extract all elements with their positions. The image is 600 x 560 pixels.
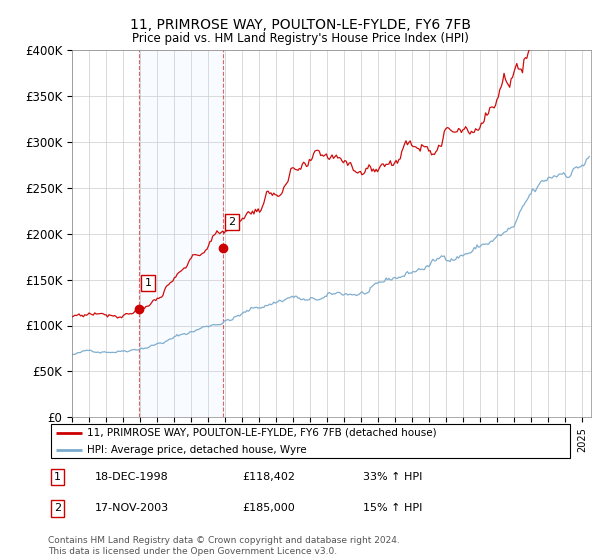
- Text: £118,402: £118,402: [242, 472, 295, 482]
- Text: 1: 1: [54, 472, 61, 482]
- Bar: [139, 50, 223, 417]
- Text: 2: 2: [228, 217, 235, 227]
- Text: Contains HM Land Registry data © Crown copyright and database right 2024.
This d: Contains HM Land Registry data © Crown c…: [48, 536, 400, 556]
- Text: 15% ↑ HPI: 15% ↑ HPI: [363, 503, 422, 514]
- Text: 17-NOV-2003: 17-NOV-2003: [95, 503, 169, 514]
- Text: £185,000: £185,000: [242, 503, 295, 514]
- Text: Price paid vs. HM Land Registry's House Price Index (HPI): Price paid vs. HM Land Registry's House …: [131, 32, 469, 45]
- Text: 11, PRIMROSE WAY, POULTON-LE-FYLDE, FY6 7FB: 11, PRIMROSE WAY, POULTON-LE-FYLDE, FY6 …: [130, 18, 470, 32]
- Text: HPI: Average price, detached house, Wyre: HPI: Average price, detached house, Wyre: [88, 445, 307, 455]
- Text: 1: 1: [145, 278, 151, 288]
- FancyBboxPatch shape: [50, 424, 571, 459]
- Text: 2: 2: [54, 503, 61, 514]
- Text: 18-DEC-1998: 18-DEC-1998: [95, 472, 169, 482]
- Text: 11, PRIMROSE WAY, POULTON-LE-FYLDE, FY6 7FB (detached house): 11, PRIMROSE WAY, POULTON-LE-FYLDE, FY6 …: [88, 427, 437, 437]
- Text: 33% ↑ HPI: 33% ↑ HPI: [363, 472, 422, 482]
